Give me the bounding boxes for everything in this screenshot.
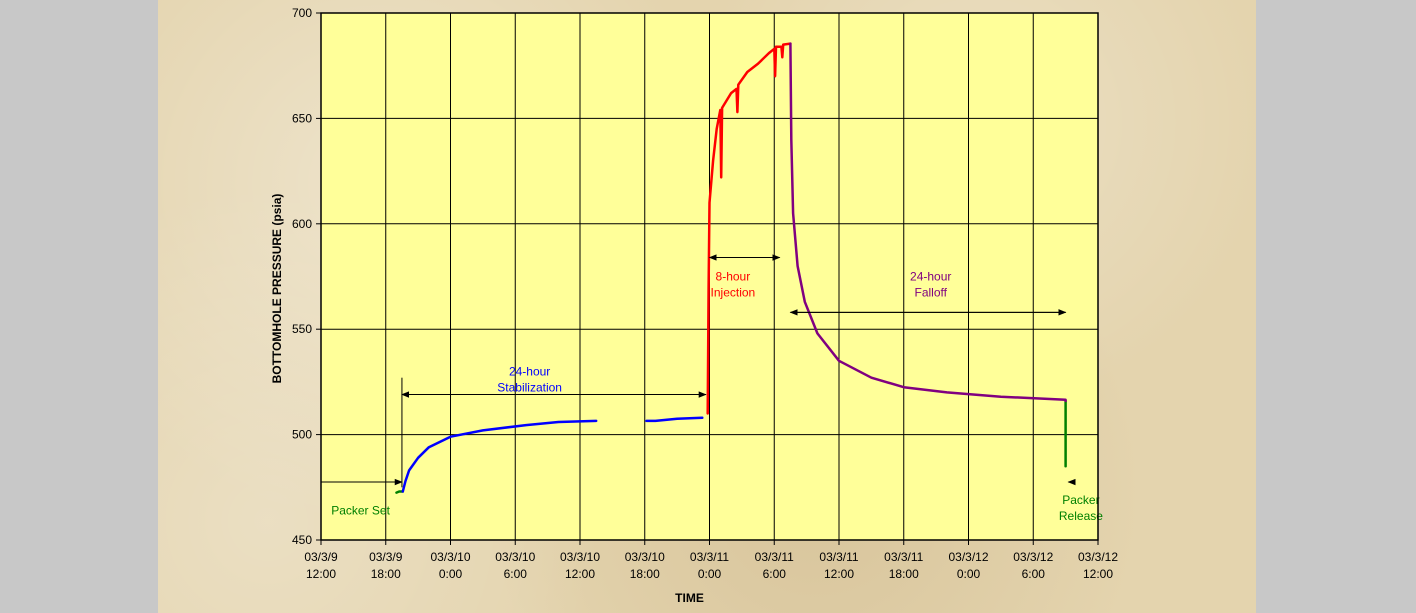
x-tick-label: 03/3/10: [430, 550, 470, 564]
x-tick-label: 0:00: [957, 567, 981, 581]
x-tick-label: 18:00: [889, 567, 919, 581]
x-tick-label: 18:00: [630, 567, 660, 581]
x-tick-label: 03/3/11: [690, 550, 729, 564]
y-tick-label: 650: [292, 111, 312, 125]
y-axis-title: BOTTOMHOLE PRESSURE (psia): [270, 194, 284, 384]
x-tick-label: 03/3/12: [1013, 550, 1053, 564]
x-tick-label: 03/3/10: [495, 550, 535, 564]
x-tick-label: 6:00: [763, 567, 787, 581]
x-tick-label: 12:00: [565, 567, 595, 581]
series-layer: [395, 42, 1067, 494]
annotation-label: Release: [1059, 509, 1103, 523]
x-tick-label: 03/3/10: [560, 550, 600, 564]
series-line-3: [706, 42, 792, 415]
annotation-label: Packer: [1062, 493, 1099, 507]
annotation-label: Injection: [711, 286, 756, 300]
annotation-label: 24-hour: [910, 270, 951, 284]
x-tick-label: 03/3/10: [625, 550, 665, 564]
series-line-2: [401, 419, 598, 493]
x-tick-label: 03/3/9: [369, 550, 403, 564]
x-tick-label: 03/3/9: [304, 550, 338, 564]
annotation-label: Stabilization: [497, 381, 562, 395]
annotations-layer: Packer Set 24-hour Stabilization 8-hour Inje…: [321, 254, 1103, 523]
x-tick-label: 18:00: [371, 567, 401, 581]
annotation-label: 24-hour: [509, 365, 550, 379]
x-tick-label: 12:00: [1083, 567, 1113, 581]
x-tick-label: 03/3/11: [819, 550, 858, 564]
x-tick-label: 0:00: [698, 567, 722, 581]
x-tick-label: 03/3/11: [755, 550, 794, 564]
y-tick-label: 550: [292, 322, 312, 336]
y-tick-label: 450: [292, 533, 312, 547]
x-tick-labels: 03/3/9 12:00 03/3/9 18:00 03/3/10 0:00 03/3/10…: [304, 550, 1118, 581]
y-tick-labels: 450 500 550 600 650 700: [292, 6, 312, 547]
y-tick-label: 700: [292, 6, 312, 20]
x-tick-label: 12:00: [824, 567, 854, 581]
annotation-label: Falloff: [914, 286, 947, 300]
x-tick-label: 0:00: [439, 567, 463, 581]
x-tick-label: 12:00: [306, 567, 336, 581]
x-tick-label: 6:00: [1022, 567, 1046, 581]
y-tick-label: 500: [292, 428, 312, 442]
annotation-label: 8-hour: [716, 270, 751, 284]
series-line-4: [789, 42, 1067, 403]
y-tick-label: 600: [292, 217, 312, 231]
plot-frame: [320, 12, 1099, 541]
x-axis-title: TIME: [675, 591, 704, 605]
x-tick-label: 03/3/12: [948, 550, 988, 564]
series-line-2: [645, 416, 704, 423]
x-tick-label: 03/3/12: [1078, 550, 1118, 564]
x-tick-label: 03/3/11: [884, 550, 923, 564]
x-tick-label: 6:00: [504, 567, 528, 581]
annotation-label: Packer Set: [331, 504, 390, 518]
